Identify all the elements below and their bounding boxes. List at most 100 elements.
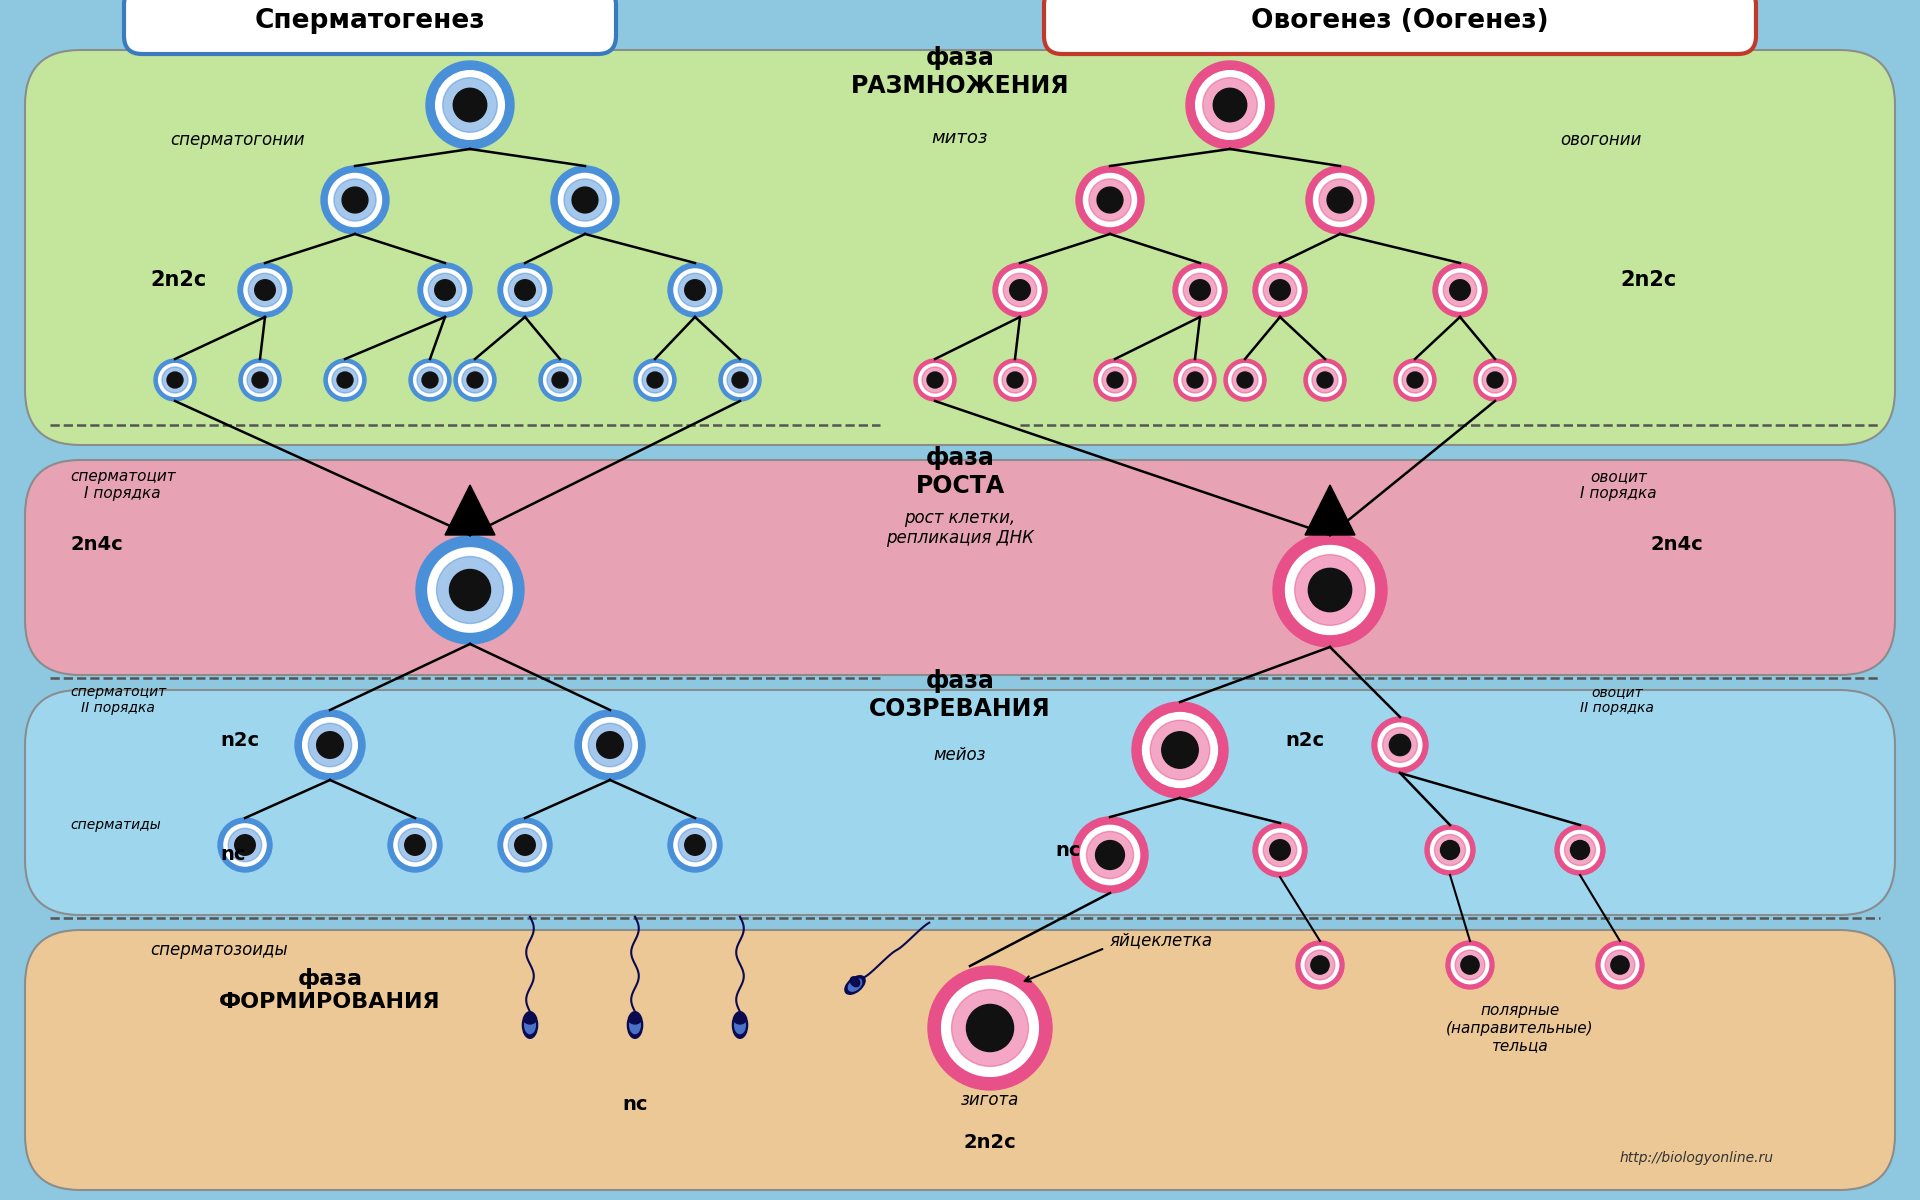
Text: Овогенез (Оогенез): Овогенез (Оогенез): [1252, 8, 1549, 34]
FancyBboxPatch shape: [1044, 0, 1757, 54]
Circle shape: [952, 990, 1029, 1067]
Circle shape: [966, 1004, 1014, 1051]
Circle shape: [1179, 364, 1212, 396]
Text: Сперматогенез: Сперматогенез: [255, 8, 486, 34]
Text: зигота: зигота: [960, 1091, 1020, 1109]
Circle shape: [553, 372, 568, 388]
Circle shape: [1133, 702, 1229, 798]
Circle shape: [1319, 179, 1361, 221]
Circle shape: [1108, 372, 1123, 388]
Circle shape: [1089, 179, 1131, 221]
Circle shape: [1327, 187, 1354, 212]
Circle shape: [927, 372, 943, 388]
Circle shape: [1187, 372, 1204, 388]
Circle shape: [228, 828, 261, 862]
Circle shape: [668, 818, 722, 872]
Ellipse shape: [735, 1016, 745, 1033]
Circle shape: [1450, 280, 1471, 300]
Circle shape: [1475, 359, 1517, 401]
Text: http://biologyonline.ru: http://biologyonline.ru: [1620, 1151, 1774, 1165]
Circle shape: [674, 824, 716, 866]
Ellipse shape: [732, 1012, 747, 1038]
Circle shape: [219, 818, 273, 872]
Circle shape: [1611, 956, 1628, 974]
FancyBboxPatch shape: [25, 690, 1895, 914]
Text: nc: nc: [622, 1096, 647, 1115]
Circle shape: [1254, 823, 1308, 877]
Circle shape: [444, 78, 497, 132]
Circle shape: [434, 280, 455, 300]
Circle shape: [1309, 364, 1342, 396]
Circle shape: [296, 710, 365, 780]
Circle shape: [564, 179, 607, 221]
Circle shape: [1096, 187, 1123, 212]
Circle shape: [388, 818, 442, 872]
Circle shape: [161, 367, 188, 394]
Circle shape: [409, 359, 451, 401]
Circle shape: [1179, 269, 1221, 311]
Circle shape: [453, 89, 488, 121]
Circle shape: [238, 263, 292, 317]
Circle shape: [252, 372, 269, 388]
Circle shape: [324, 359, 367, 401]
Circle shape: [1233, 367, 1258, 394]
Circle shape: [1071, 817, 1148, 893]
Circle shape: [1308, 569, 1352, 612]
Circle shape: [1306, 166, 1375, 234]
Circle shape: [1425, 826, 1475, 875]
Circle shape: [1006, 372, 1023, 388]
Circle shape: [647, 372, 662, 388]
Circle shape: [463, 367, 488, 394]
Polygon shape: [1306, 485, 1356, 535]
Circle shape: [1390, 734, 1411, 756]
Circle shape: [255, 280, 275, 300]
Text: 2n2c: 2n2c: [150, 270, 205, 290]
Circle shape: [1098, 364, 1131, 396]
Circle shape: [234, 835, 255, 856]
Circle shape: [1075, 166, 1144, 234]
Circle shape: [426, 61, 515, 149]
Circle shape: [574, 710, 645, 780]
Circle shape: [1150, 720, 1210, 780]
Ellipse shape: [628, 1012, 643, 1038]
Text: 2n2c: 2n2c: [964, 1133, 1016, 1152]
Text: фаза
ФОРМИРОВАНИЯ: фаза ФОРМИРОВАНИЯ: [219, 968, 442, 1012]
Circle shape: [397, 828, 432, 862]
Circle shape: [422, 372, 438, 388]
Text: 2n4c: 2n4c: [1649, 535, 1703, 554]
Circle shape: [1407, 372, 1423, 388]
Circle shape: [436, 557, 503, 624]
Circle shape: [1269, 840, 1290, 860]
Ellipse shape: [851, 977, 860, 986]
Circle shape: [685, 280, 705, 300]
Circle shape: [728, 367, 753, 394]
Circle shape: [417, 367, 444, 394]
Circle shape: [497, 263, 553, 317]
Circle shape: [1565, 834, 1596, 865]
Circle shape: [167, 372, 182, 388]
Text: сперматозоиды: сперматозоиды: [150, 941, 288, 959]
Circle shape: [1379, 724, 1423, 767]
Circle shape: [678, 274, 712, 307]
Circle shape: [428, 274, 461, 307]
FancyBboxPatch shape: [25, 460, 1895, 674]
Circle shape: [1081, 826, 1140, 884]
Circle shape: [641, 367, 668, 394]
Circle shape: [918, 364, 952, 396]
Circle shape: [238, 359, 280, 401]
Circle shape: [424, 269, 467, 311]
Text: фаза
РАЗМНОЖЕНИЯ: фаза РАЗМНОЖЕНИЯ: [851, 46, 1069, 98]
Text: nc: nc: [221, 846, 246, 864]
Circle shape: [1269, 280, 1290, 300]
Circle shape: [405, 835, 424, 856]
Circle shape: [467, 372, 484, 388]
Ellipse shape: [849, 979, 862, 991]
Text: nc: nc: [1054, 840, 1081, 859]
Circle shape: [543, 364, 576, 396]
Circle shape: [1190, 280, 1210, 300]
Circle shape: [248, 367, 273, 394]
Circle shape: [1187, 61, 1275, 149]
Circle shape: [1260, 269, 1302, 311]
FancyBboxPatch shape: [25, 930, 1895, 1190]
Circle shape: [597, 732, 624, 758]
